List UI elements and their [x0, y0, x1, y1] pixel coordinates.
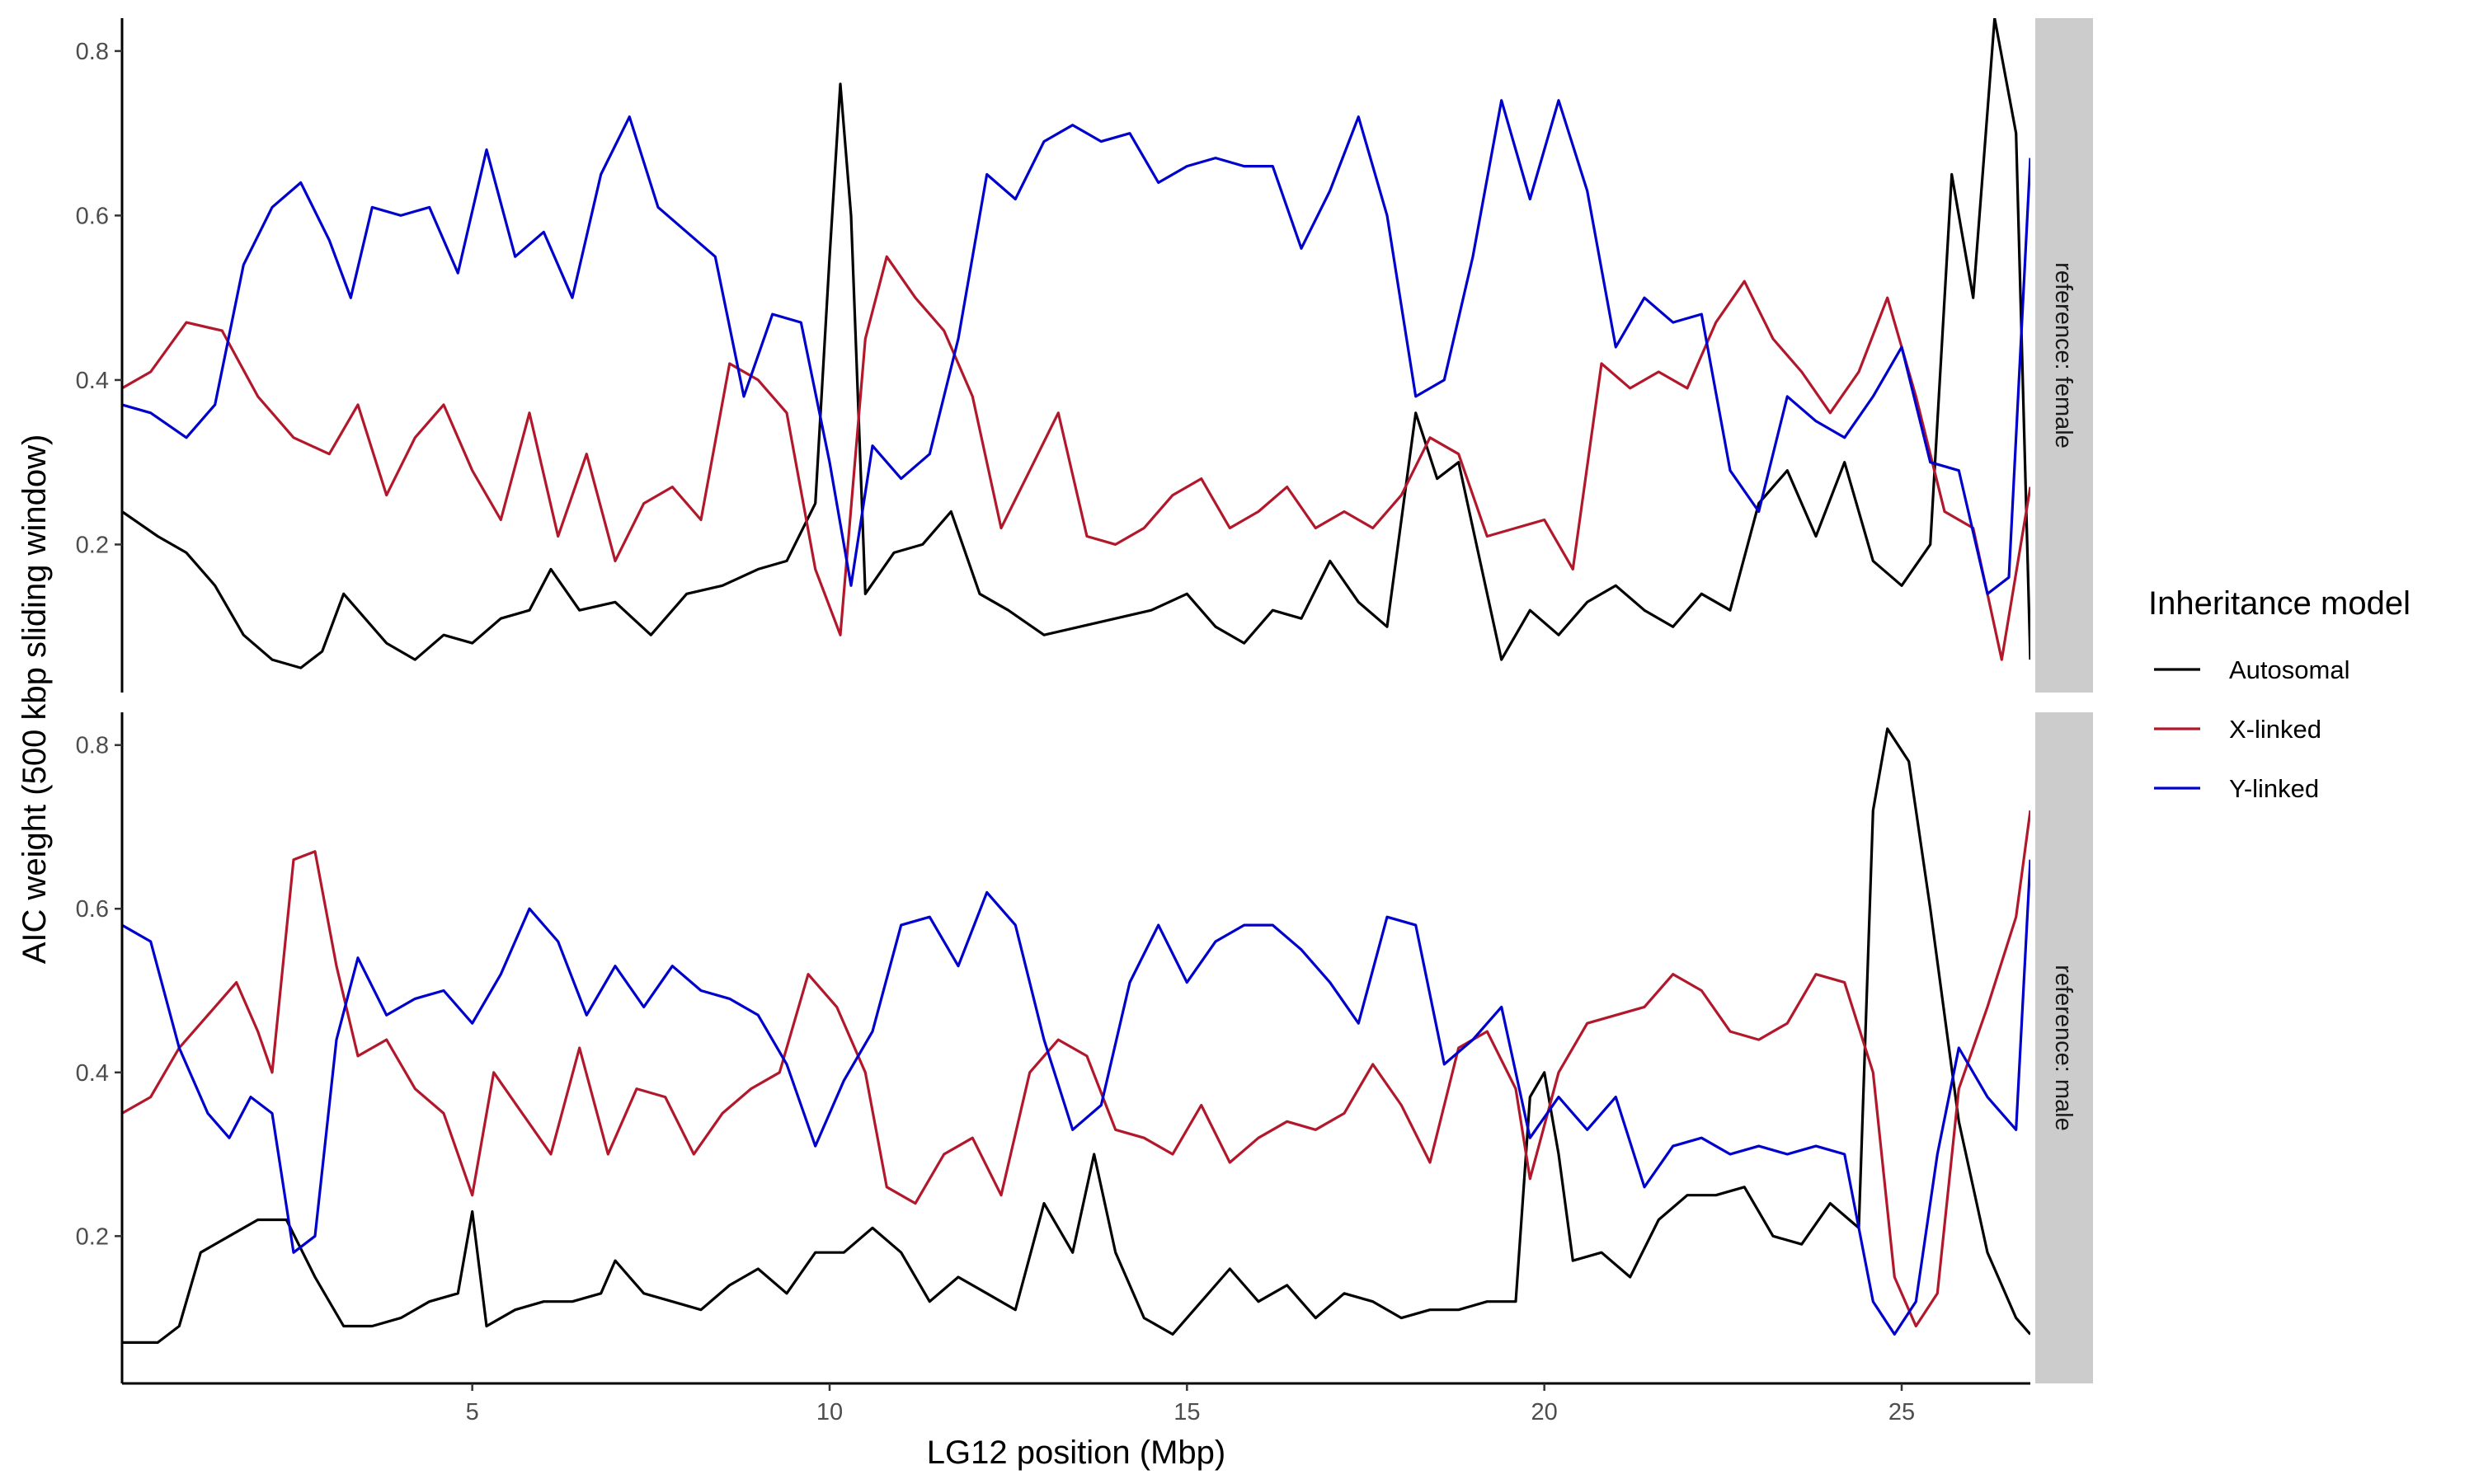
- x-tick-label: 25: [1888, 1399, 1915, 1425]
- y-tick-label: 0.2: [76, 1223, 109, 1250]
- facet-strip: [2035, 712, 2093, 1383]
- x-tick-label: 10: [816, 1399, 843, 1425]
- series-line-y-linked-male: [122, 859, 2030, 1336]
- y-axis-title: AIC weight (500 kbp sliding window): [16, 434, 53, 965]
- legend-entry-label: Autosomal: [2229, 655, 2349, 684]
- series-line-autosomal-female: [122, 18, 2030, 669]
- panel-male: 0.2 0.4 0.6 0.8 reference: male: [76, 712, 2093, 1385]
- x-axis-title: LG12 position (Mbp): [927, 1435, 1225, 1471]
- y-tick-label: 0.6: [76, 896, 109, 923]
- facet-strip-label: reference: female: [2050, 262, 2077, 448]
- y-tick-label: 0.6: [76, 203, 109, 229]
- y-tick-label: 0.4: [76, 368, 109, 394]
- series-line-x-linked-male: [122, 810, 2030, 1328]
- y-tick-label: 0.8: [76, 733, 109, 759]
- series-line-autosomal-male: [122, 727, 2030, 1344]
- legend-title: Inheritance model: [2148, 585, 2411, 622]
- x-tick-label: 20: [1531, 1399, 1558, 1425]
- x-tick-label: 5: [466, 1399, 479, 1425]
- series-line-x-linked-female: [122, 255, 2030, 661]
- series-line-y-linked-female: [122, 99, 2030, 595]
- y-tick-label: 0.2: [76, 532, 109, 558]
- facet-strip: [2035, 18, 2093, 693]
- panel-female: 0.2 0.4 0.6 0.8 reference: female: [76, 18, 2093, 693]
- x-tick-label: 15: [1174, 1399, 1200, 1425]
- x-axis: 5 10 15 20 25: [466, 1383, 1915, 1425]
- y-tick-label: 0.4: [76, 1060, 109, 1087]
- legend: Inheritance model Autosomal X-linked Y-lin…: [2148, 585, 2411, 803]
- legend-entry-label: X-linked: [2229, 715, 2321, 744]
- y-tick-label: 0.8: [76, 39, 109, 65]
- facet-strip-label: reference: male: [2050, 965, 2077, 1131]
- legend-entry-label: Y-linked: [2229, 774, 2319, 803]
